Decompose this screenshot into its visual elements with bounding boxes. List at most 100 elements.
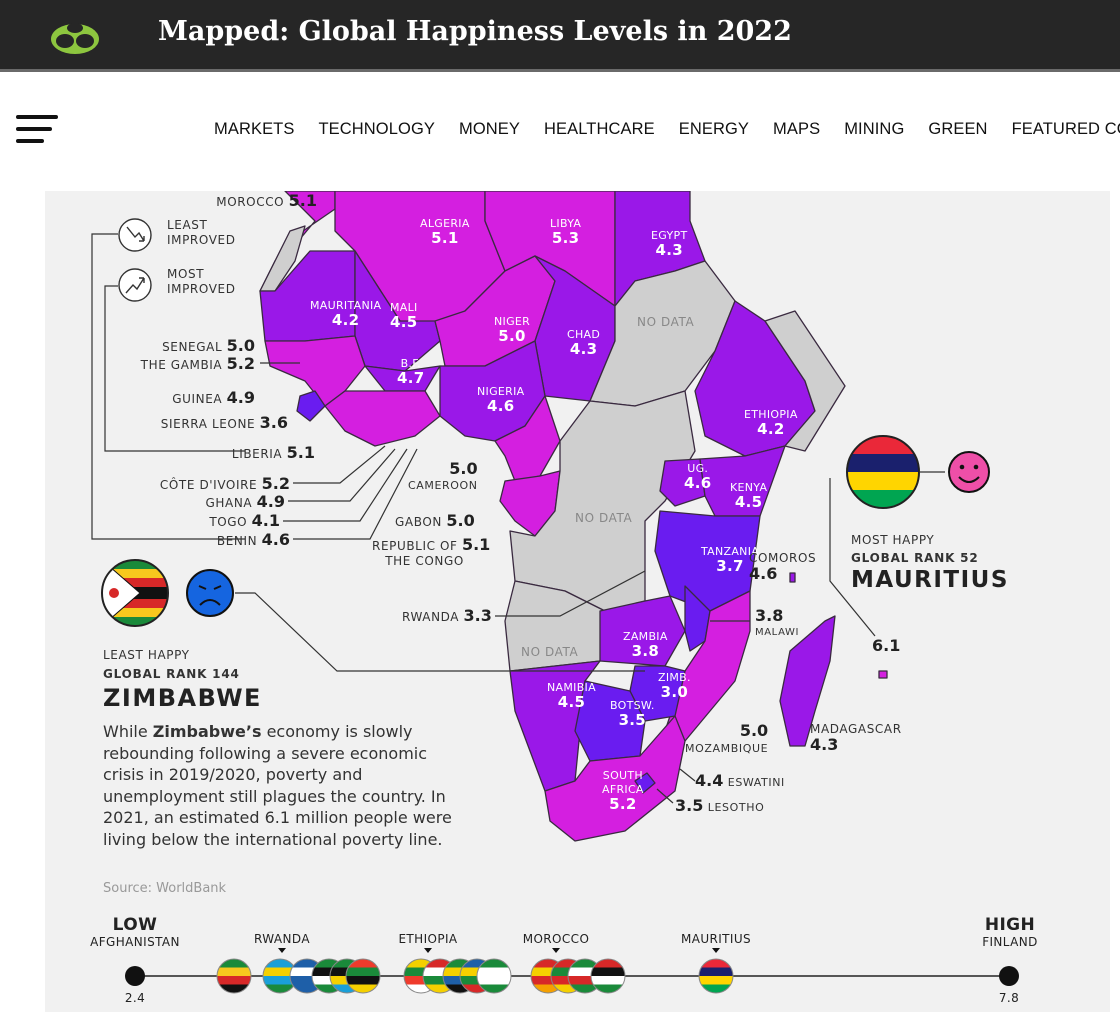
sad-face-icon (186, 569, 234, 617)
nav-item-markets[interactable]: MARKETS (214, 120, 295, 138)
country-value: 4.6 (261, 530, 290, 549)
outside-label-republic-of-the-congo: REPUBLIC OF 5.1 THE CONGO (372, 535, 491, 569)
map-label-libya: LIBYA 5.3 (550, 217, 582, 247)
least-happy-caption: LEAST HAPPY GLOBAL RANK 144 (103, 648, 240, 681)
region-comoros (789, 572, 796, 583)
country-value: 5.3 (551, 229, 580, 247)
nav-item-green[interactable]: GREEN (928, 120, 988, 138)
country-value: 5.2 (226, 354, 255, 373)
country-value: 4.5 (390, 313, 418, 331)
region-burkina (364, 365, 441, 392)
least-improved-label: LEAST IMPROVED (167, 218, 236, 247)
map-label-mauritania: MAURITANIA 4.2 (310, 299, 381, 328)
flag-dot (477, 959, 511, 993)
outside-label-mauritius-dot: 6.1 (872, 636, 901, 655)
infographic: LEAST IMPROVED MOST IMPROVED MOROCCO 5.1 SE… (45, 191, 1110, 1012)
country-name: ZIMB. (658, 671, 691, 684)
flag-dot (312, 959, 346, 993)
nav-item-featured[interactable]: FEATURED COM (1011, 120, 1120, 138)
nav-item-money[interactable]: MONEY (459, 120, 521, 138)
leader-lesotho (656, 788, 674, 804)
map-label-niger: NIGER 5.0 (494, 315, 530, 344)
country-name: GHANA (205, 496, 253, 510)
country-value: 4.5 (557, 693, 586, 711)
map-label-algeria: ALGERIA 5.1 (420, 217, 470, 246)
outside-label-gabon: GABON 5.0 (395, 511, 475, 530)
least-happy-country: ZIMBABWE (103, 684, 262, 712)
outside-label-mozambique: 5.0 MOZAMBIQUE (685, 721, 769, 756)
scale-high-value: 7.8 (998, 991, 1020, 1005)
country-value: 5.1 (286, 443, 315, 462)
flag-dot (699, 959, 733, 993)
country-name: NIGERIA (477, 385, 525, 398)
menu-icon[interactable] (16, 115, 58, 143)
most-improved-bracket (104, 285, 245, 452)
country-name: CHAD (567, 328, 601, 341)
country-value: 3.8 (631, 642, 660, 660)
country-name: B.F. (400, 357, 421, 370)
country-name: MALI (390, 301, 418, 314)
country-name: BENIN (216, 534, 258, 548)
region-lesotho (634, 772, 656, 794)
scale-high: HIGH FINLAND (982, 915, 1038, 950)
country-name: LIBYA (550, 217, 582, 230)
country-label-sierra-leone: SIERRA LEONE 3.6 (161, 413, 288, 432)
source-note: Source: WorldBank (103, 881, 227, 896)
scale-marker-morocco: MOROCCO (522, 932, 590, 946)
country-name: EGYPT (651, 229, 688, 242)
country-value: 4.2 (757, 420, 785, 438)
country-name: THE GAMBIA (140, 358, 223, 372)
country-label-senegal: SENEGAL 5.0 (162, 336, 255, 355)
least-improved-bracket (91, 233, 245, 540)
map-label-ethiopia: ETHIOPIA 4.2 (744, 408, 798, 438)
nav-item-technology[interactable]: TECHNOLOGY (318, 120, 435, 138)
happy-face-icon (919, 451, 990, 493)
scale-marker-mauritius: MAURITIUS (680, 932, 752, 946)
country-value: 4.7 (397, 369, 425, 387)
leader-eswatini (679, 768, 696, 782)
least-improved-icon (118, 218, 152, 252)
country-value: 5.2 (261, 474, 290, 493)
country-name: SOUTH AFRICA (602, 769, 644, 796)
country-name: TANZANIA (701, 545, 760, 558)
region-malawi (684, 585, 711, 652)
region-ivory-ghana (324, 390, 441, 447)
leader-benin (293, 448, 418, 540)
country-name: CÔTE D'IVOIRE (159, 478, 258, 492)
zimbabwe-flag-icon (101, 559, 169, 627)
map-label-mali: MALI 4.5 (390, 301, 418, 331)
country-label-guinea: GUINEA 4.9 (172, 388, 255, 407)
flag-dot (263, 959, 297, 993)
nav-item-mining[interactable]: MINING (844, 120, 905, 138)
country-label-ghana: GHANA 4.9 (206, 492, 285, 511)
country-name: ZAMBIA (623, 630, 668, 643)
region-cameroon (494, 395, 561, 482)
region-madagascar (779, 615, 836, 747)
no-data-label: NO DATA (637, 315, 695, 329)
region-sierra-leone (296, 390, 326, 422)
site-header: Mapped: Global Happiness Levels in 2022 (0, 0, 1120, 72)
map-label-zimb-: ZIMB. 3.0 (658, 671, 691, 701)
flag-dot (404, 959, 438, 993)
main-nav: MARKETS TECHNOLOGY MONEY HEALTHCARE ENERGY MA… (0, 95, 1120, 165)
country-value: 3.0 (660, 683, 689, 701)
country-name: LIBERIA (231, 447, 283, 461)
region-horn-no-data (764, 310, 846, 452)
country-value: 4.3 (655, 241, 683, 259)
region-south-africa (544, 715, 686, 842)
map-label-botsw-: BOTSW. 3.5 (610, 699, 655, 729)
leader-civ (293, 445, 386, 484)
country-value: 5.2 (609, 795, 637, 813)
country-value: 3.5 (618, 711, 647, 729)
site-logo-icon[interactable] (49, 20, 101, 56)
nav-item-maps[interactable]: MAPS (773, 120, 821, 138)
nav-item-healthcare[interactable]: HEALTHCARE (544, 120, 655, 138)
most-improved-icon (118, 268, 152, 302)
country-name: BOTSW. (610, 699, 655, 712)
most-improved-label: MOST IMPROVED (167, 267, 236, 296)
nav-item-energy[interactable]: ENERGY (678, 120, 750, 138)
flag-dot (290, 959, 324, 993)
country-value: 5.0 (226, 336, 255, 355)
map-label-nigeria: NIGERIA 4.6 (477, 385, 525, 414)
leader-ghana (288, 448, 396, 502)
